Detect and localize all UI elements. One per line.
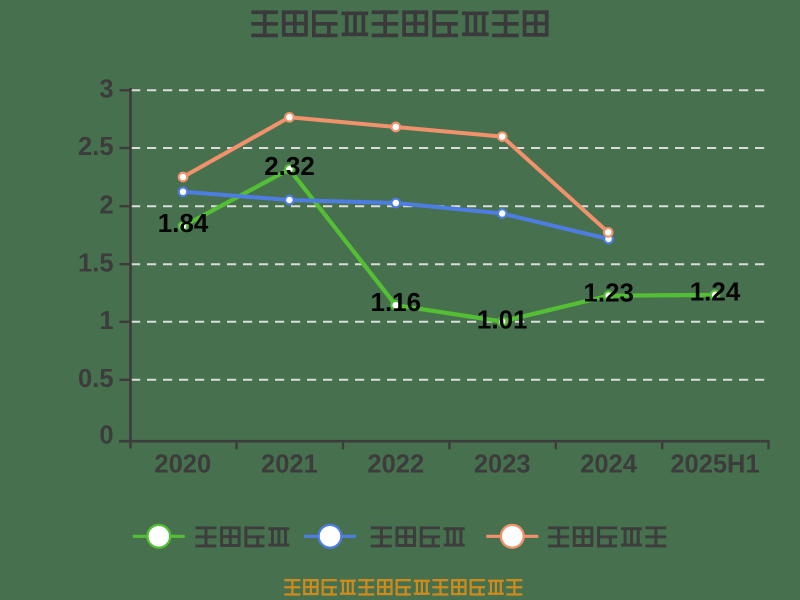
svg-text:2024: 2024	[580, 451, 638, 479]
svg-text:2.32: 2.32	[264, 151, 315, 181]
svg-text:1.24: 1.24	[690, 277, 741, 307]
svg-text:1.23: 1.23	[583, 278, 634, 308]
svg-text:1: 1	[99, 307, 113, 335]
svg-text:2025H1: 2025H1	[670, 451, 759, 479]
svg-text:2020: 2020	[154, 451, 211, 479]
svg-text:1.16: 1.16	[370, 287, 421, 317]
svg-text:3: 3	[99, 76, 113, 104]
svg-text:2022: 2022	[367, 451, 424, 479]
svg-text:1.5: 1.5	[78, 249, 113, 277]
svg-text:0: 0	[99, 422, 113, 450]
svg-text:0.5: 0.5	[78, 365, 113, 393]
svg-text:1.84: 1.84	[158, 208, 209, 238]
svg-text:2: 2	[99, 191, 113, 219]
svg-text:2023: 2023	[474, 451, 531, 479]
svg-text:2021: 2021	[261, 451, 318, 479]
svg-text:2.5: 2.5	[78, 133, 113, 161]
svg-text:1.01: 1.01	[477, 305, 528, 335]
